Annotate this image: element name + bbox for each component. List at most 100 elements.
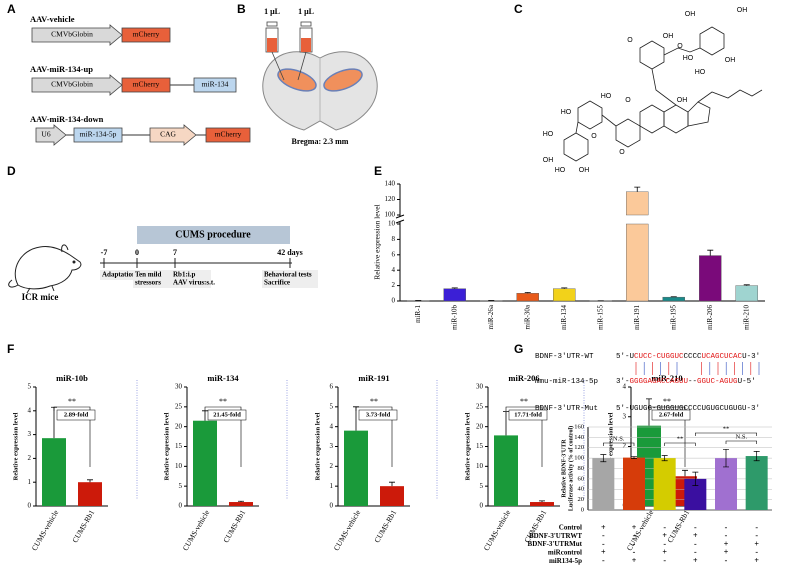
event-label: Behavioral tests [264,271,312,279]
y-tick-label: 30 [476,383,484,391]
panel-label: C [514,2,523,16]
element-label: mCherry [215,130,242,139]
fold-change: 17.71-fold [514,411,542,418]
error-bar [661,455,668,462]
condition-sign: - [633,548,636,557]
condition-sign: - [694,539,697,548]
y-tick-label: 3 [28,430,32,438]
condition-sign: + [632,556,637,565]
significance: ** [723,425,730,432]
y-axis-label: Relative expression level [464,412,471,480]
bar [623,457,645,510]
significance-bracket [695,432,757,436]
condition-sign: - [602,556,605,565]
panel-label: A [7,2,16,16]
y-tick-label: 30 [175,383,183,391]
panel-label: D [7,164,16,178]
element-label: miR-134-5p [80,130,117,139]
atom-label: HO [683,55,694,62]
atom-label: HO [543,131,554,138]
y-tick-label: 20 [578,496,585,503]
y-tick-label: 20 [175,422,183,430]
condition-sign: + [724,548,729,557]
significance-bracket [505,406,543,467]
atom-label: OH [663,33,674,40]
sequence-part: 5'-U [616,353,634,361]
promoter-arrow [31,24,123,46]
fold-change: 2.67-fold [659,411,684,418]
sequence-part: 3'- [616,378,630,386]
sequence: 3'-GGGGAGACCAGUU--GGUC-AGUGU-5' [616,378,756,386]
atom-label: OH [579,167,590,174]
condition-sign: + [662,548,667,557]
condition-sign: + [693,531,698,540]
atom-label: O [627,37,633,44]
significance: ** [68,397,76,406]
y-tick-label: 120 [574,444,584,451]
bar-segment [516,293,539,302]
error-bar [723,448,729,468]
event-box [262,270,318,288]
bar-segment [443,288,466,302]
y-axis-label: Relative BDNF-3'UTR [561,439,567,498]
gene-box [121,27,171,43]
atom-label: OH [543,157,554,164]
error-bar [682,469,688,477]
bar [193,420,217,506]
y-axis-label: Relative expression level [12,412,19,480]
y-tick-label: 5 [28,383,32,391]
y-tick-label: 5 [330,402,334,410]
condition-sign: - [602,539,605,548]
brain-section [262,51,378,131]
promoter-arrow [31,74,123,96]
timepoint: 0 [135,248,139,257]
atom-label: O [591,133,597,140]
event-label: Sacrifice [264,279,290,287]
error-bar [389,481,395,487]
chart-title: miR-134 [207,373,239,383]
event-label: Adaptation [102,271,136,279]
construct-name: AAV-miR-134-down [30,114,104,124]
bar [699,255,722,302]
animal-label: ICR mice [22,292,59,302]
y-tick-label: 15 [476,442,484,450]
gene-box [73,127,123,143]
x-tick-label: miR-195 [669,305,677,330]
mouse-drawing [8,244,82,294]
y-tick-label: 160 [574,423,584,430]
bar [662,296,685,302]
error-bar [600,454,607,463]
condition-sign: + [724,539,729,548]
bar [745,456,768,510]
significance: N.S. [736,433,748,440]
fold-box [358,409,398,421]
significance: ** [677,435,684,442]
x-tick-label: miR-206 [706,305,714,330]
significance: ** [520,397,528,406]
event-label: stressors [135,279,161,287]
condition-label: miRcontrol [548,549,582,557]
bar [530,502,554,506]
y-tick-label: 3 [330,442,334,450]
atom-label: O [625,97,631,104]
y-tick-label: 0 [581,506,584,513]
significance: ** [370,397,378,406]
condition-sign: - [725,531,728,540]
x-tick-label: miR-10b [450,305,458,330]
sequence-label: BDNF-3'UTR-Mut [535,405,598,413]
chart-title: miR-206 [508,373,539,383]
event-label: AAV virus:s.t. [173,279,215,287]
sequence-label: BDNF-3'UTR-WT [535,353,594,361]
y-tick-label: 40 [578,486,585,493]
axis-break [395,219,405,224]
bar-segment [735,285,758,302]
y-tick-label: 120 [385,195,396,203]
y-tick-label: 8 [392,235,396,243]
panel-label: F [7,342,14,356]
significance-bracket [648,406,686,467]
significance-bracket [725,440,757,444]
y-tick-label: 6 [392,250,396,258]
y-axis-label: Relative expression level [373,204,382,279]
event-label: Rb1:i.p [173,271,195,279]
